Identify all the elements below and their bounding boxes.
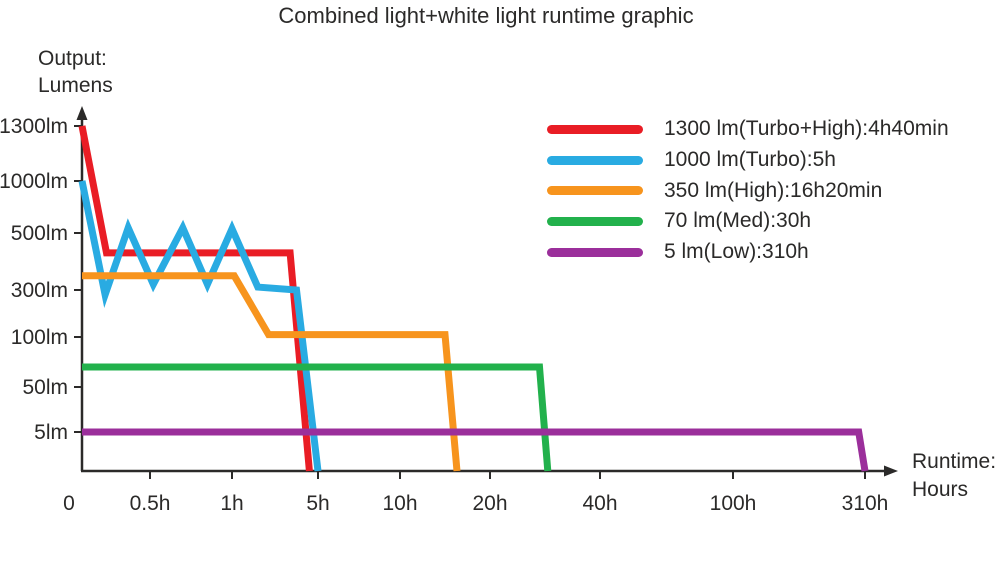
y-axis-title-line2: Lumens — [38, 74, 113, 97]
series-line-med — [82, 363, 552, 472]
x-axis-title-line2: Hours — [912, 478, 969, 501]
y-tick-label-1300lm: 1300lm — [0, 115, 68, 138]
legend-label-low: 5 lm(Low):310h — [664, 240, 809, 264]
x-axis-title-line1: Runtime: — [912, 450, 997, 473]
legend-label-med: 70 lm(Med):30h — [664, 209, 812, 233]
legend-item-med: 70 lm(Med):30h — [547, 206, 949, 237]
y-tick-label-100lm: 100lm — [11, 326, 68, 349]
y-axis-title-line1: Output: — [38, 47, 107, 70]
series-line-turbo-plus-high — [78, 125, 313, 472]
legend: 1300 lm(Turbo+High):4h40min 1000 lm(Turb… — [547, 114, 949, 267]
x-tick-label-5h: 5h — [306, 492, 329, 515]
legend-label-high: 350 lm(High):16h20min — [664, 178, 883, 202]
legend-item-low: 5 lm(Low):310h — [547, 237, 949, 268]
series-line-high — [82, 272, 461, 472]
y-axis-title: Output: Lumens — [38, 45, 113, 99]
x-axis-arrowhead — [884, 465, 898, 477]
y-axis-arrowhead — [76, 106, 88, 120]
chart-title: Combined light+white light runtime graph… — [278, 3, 694, 28]
x-tick-label-40h: 40h — [582, 492, 617, 515]
x-tick-label-0: 0 — [63, 492, 75, 515]
x-axis-title: Runtime: Hours — [912, 448, 996, 504]
legend-swatch-low — [547, 247, 643, 257]
y-tick-label-5lm: 5lm — [34, 421, 68, 444]
series-line-low — [82, 428, 869, 472]
x-tick-label-0.5h: 0.5h — [130, 492, 171, 515]
legend-swatch-turbo — [547, 155, 643, 165]
y-tick-label-300lm: 300lm — [11, 279, 68, 302]
x-tick-label-20h: 20h — [472, 492, 507, 515]
x-tick-label-1h: 1h — [220, 492, 243, 515]
y-tick-label-500lm: 500lm — [11, 222, 68, 245]
y-tick-label-1000lm: 1000lm — [0, 170, 68, 193]
legend-label-turbo-plus-high: 1300 lm(Turbo+High):4h40min — [664, 117, 949, 141]
legend-item-turbo: 1000 lm(Turbo):5h — [547, 145, 949, 176]
legend-swatch-high — [547, 186, 643, 196]
legend-swatch-med — [547, 216, 643, 226]
x-tick-label-100h: 100h — [710, 492, 757, 515]
legend-swatch-turbo-plus-high — [547, 124, 643, 134]
legend-item-turbo-plus-high: 1300 lm(Turbo+High):4h40min — [547, 114, 949, 145]
legend-label-turbo: 1000 lm(Turbo):5h — [664, 148, 836, 172]
series-line-turbo — [78, 180, 322, 472]
x-tick-label-310h: 310h — [842, 492, 889, 515]
x-tick-label-10h: 10h — [382, 492, 417, 515]
y-tick-label-50lm: 50lm — [22, 376, 68, 399]
legend-item-high: 350 lm(High):16h20min — [547, 175, 949, 206]
